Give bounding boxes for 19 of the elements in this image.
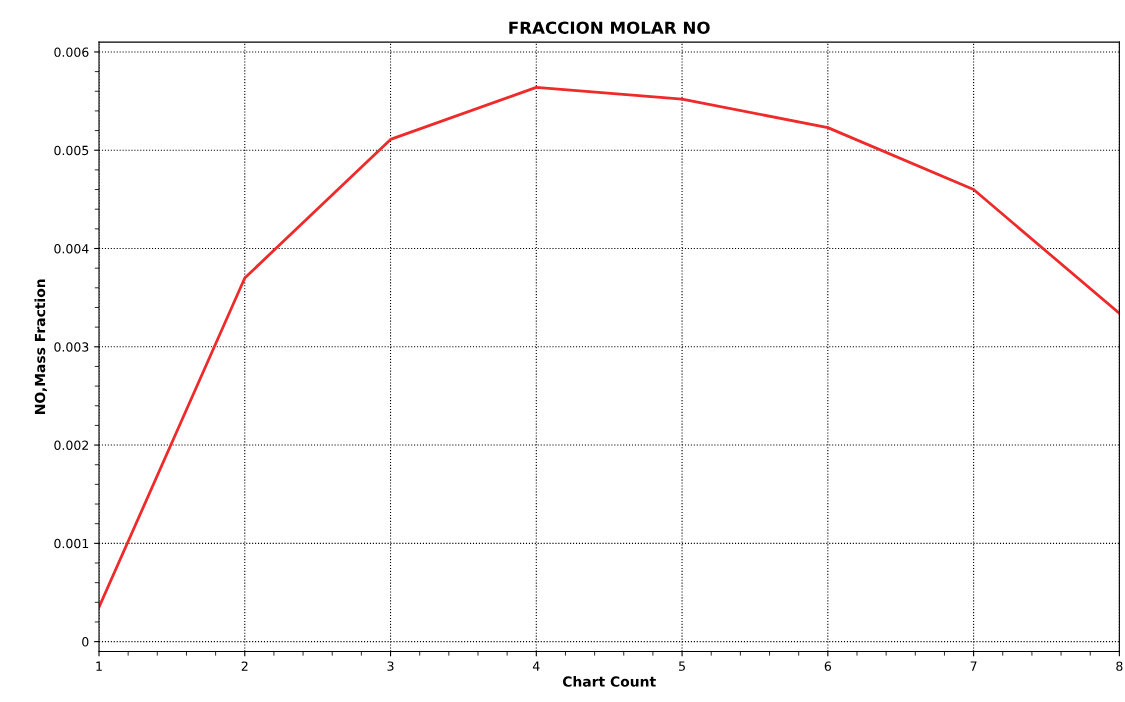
y-tick-label: 0	[82, 637, 89, 647]
y-tick-label: 0.005	[54, 145, 89, 156]
x-tick-label: 1	[96, 661, 102, 671]
line-series	[99, 85, 1120, 609]
x-tick-label: 2	[241, 661, 248, 671]
x-tick-label: 7	[970, 661, 977, 671]
y-tick-label: 0.004	[54, 243, 89, 254]
x-tick-label: 5	[679, 661, 685, 671]
y-axis-title: NO,Mass Fraction	[34, 279, 48, 414]
x-tick-label: 6	[824, 661, 832, 671]
y-tick-label: 0.003	[54, 342, 89, 352]
x-axis-title: Chart Count	[562, 676, 656, 687]
x-tick-label: 4	[532, 661, 540, 671]
chart-title: FRACCION MOLAR NO	[509, 21, 710, 35]
x-tick-label: 8	[1116, 661, 1123, 671]
y-tick-label: 0.001	[54, 538, 89, 549]
y-tick-label: 0.006	[54, 47, 89, 57]
y-tick-label: 0.002	[54, 440, 89, 450]
x-tick-label: 3	[387, 661, 394, 671]
